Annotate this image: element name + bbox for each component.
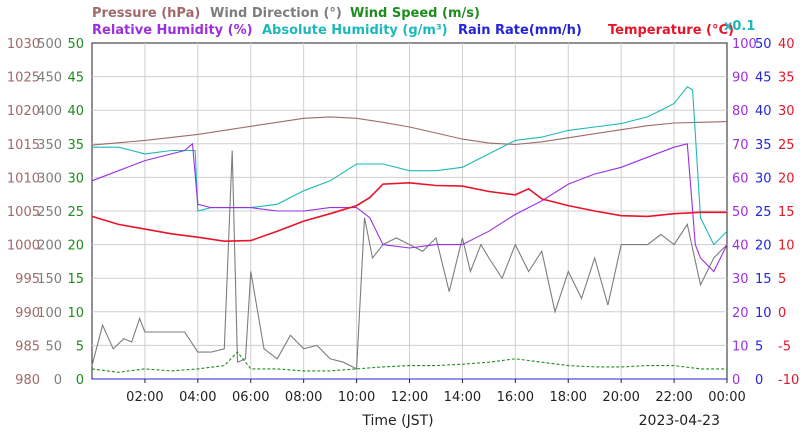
ytick-wind-direction: 450 bbox=[37, 71, 62, 86]
ytick-temperature: 0 bbox=[778, 306, 786, 321]
legend-item-0: Pressure (hPa) bbox=[92, 6, 200, 21]
legend-item-6: Temperature (°C) bbox=[608, 23, 734, 38]
ytick-wind-speed: 40 bbox=[67, 104, 84, 119]
ytick-wind-direction: 100 bbox=[37, 306, 62, 321]
legend: Pressure (hPa) Wind Direction (°) Wind Spe… bbox=[92, 6, 755, 38]
ytick-rain-rate: 35 bbox=[755, 138, 772, 153]
ytick-pressure: 980 bbox=[15, 373, 40, 388]
ytick-pressure: 995 bbox=[15, 272, 40, 287]
ytick-wind-direction: 50 bbox=[45, 339, 62, 354]
ytick-pressure: 1000 bbox=[7, 239, 40, 254]
legend-item-3: Relative Humidity (%) bbox=[92, 23, 253, 38]
legend-item-2: Wind Speed (m/s) bbox=[350, 6, 480, 21]
ytick-temperature: 15 bbox=[778, 205, 795, 220]
ytick-wind-speed: 10 bbox=[67, 306, 84, 321]
ytick-wind-speed: 20 bbox=[67, 239, 84, 254]
ytick-temperature: 25 bbox=[778, 138, 795, 153]
ytick-rain-rate: 50 bbox=[755, 37, 772, 52]
ytick-relative-humidity: 0 bbox=[732, 373, 740, 388]
ytick-wind-direction: 250 bbox=[37, 205, 62, 220]
xtick-label: 04:00 bbox=[179, 390, 216, 405]
ytick-wind-direction: 0 bbox=[54, 373, 62, 388]
ytick-wind-speed: 5 bbox=[76, 339, 84, 354]
ytick-temperature: 35 bbox=[778, 71, 795, 86]
ytick-pressure: 1025 bbox=[7, 71, 40, 86]
ytick-relative-humidity: 90 bbox=[732, 71, 749, 86]
ytick-pressure: 1005 bbox=[7, 205, 40, 220]
xtick-label: 20:00 bbox=[602, 390, 639, 405]
legend-item-1: Wind Direction (°) bbox=[210, 6, 342, 21]
ytick-wind-speed: 35 bbox=[67, 138, 84, 153]
xtick-label: 08:00 bbox=[285, 390, 322, 405]
legend-item-4: Absolute Humidity (g/m³) bbox=[262, 23, 448, 38]
series-absolute-humidity bbox=[92, 85, 728, 246]
ytick-wind-direction: 200 bbox=[37, 239, 62, 254]
xtick-label: 00:00 bbox=[708, 390, 745, 405]
ytick-temperature: -5 bbox=[778, 339, 791, 354]
ytick-temperature: 30 bbox=[778, 104, 795, 119]
series-pressure bbox=[91, 116, 728, 146]
date-label: 2023-04-23 bbox=[639, 413, 720, 429]
ytick-temperature: -10 bbox=[778, 373, 799, 388]
ytick-pressure: 1015 bbox=[7, 138, 40, 153]
xtick-label: 22:00 bbox=[655, 390, 692, 405]
series-relative-humidity bbox=[91, 142, 728, 273]
xtick-label: 16:00 bbox=[497, 390, 534, 405]
ytick-wind-direction: 500 bbox=[37, 37, 62, 52]
ytick-rain-rate: 10 bbox=[755, 306, 772, 321]
ytick-wind-speed: 30 bbox=[67, 171, 84, 186]
ytick-temperature: 40 bbox=[778, 37, 795, 52]
series-wind-speed bbox=[91, 351, 727, 373]
ytick-rain-rate: 40 bbox=[755, 104, 772, 119]
ytick-wind-direction: 400 bbox=[37, 104, 62, 119]
ytick-wind-speed: 0 bbox=[76, 373, 84, 388]
ytick-pressure: 1010 bbox=[7, 171, 40, 186]
ytick-rain-rate: 0 bbox=[755, 373, 763, 388]
legend-item-5: Rain Rate(mm/h) bbox=[458, 23, 582, 38]
ytick-relative-humidity: 80 bbox=[732, 104, 749, 119]
x-axis: 02:00 04:00 06:00 08:00 10:00 12:00 14:00 16:00… bbox=[126, 379, 746, 429]
ytick-temperature: 20 bbox=[778, 171, 795, 186]
ytick-relative-humidity: 40 bbox=[732, 239, 749, 254]
ytick-pressure: 985 bbox=[15, 339, 40, 354]
ytick-relative-humidity: 60 bbox=[732, 171, 749, 186]
ytick-wind-speed: 45 bbox=[67, 71, 84, 86]
ytick-relative-humidity: 50 bbox=[732, 205, 749, 220]
ytick-wind-direction: 150 bbox=[37, 272, 62, 287]
xtick-label: 18:00 bbox=[550, 390, 587, 405]
ytick-rain-rate: 30 bbox=[755, 171, 772, 186]
ytick-rain-rate: 45 bbox=[755, 71, 772, 86]
ytick-relative-humidity: 30 bbox=[732, 272, 749, 287]
ytick-rain-rate: 15 bbox=[755, 272, 772, 287]
ytick-wind-direction: 350 bbox=[37, 138, 62, 153]
ytick-relative-humidity: 100 bbox=[732, 37, 757, 52]
x-axis-label: Time (JST) bbox=[361, 413, 433, 429]
ytick-rain-rate: 5 bbox=[755, 339, 763, 354]
ytick-temperature: 5 bbox=[778, 272, 786, 287]
series-temperature bbox=[91, 181, 727, 243]
xtick-label: 10:00 bbox=[338, 390, 375, 405]
ytick-rain-rate: 25 bbox=[755, 205, 772, 220]
xtick-label: 12:00 bbox=[391, 390, 428, 405]
ytick-pressure: 990 bbox=[15, 306, 40, 321]
ytick-relative-humidity: 10 bbox=[732, 339, 749, 354]
ytick-wind-speed: 50 bbox=[67, 37, 84, 52]
ytick-pressure: 1030 bbox=[7, 37, 40, 52]
ytick-wind-speed: 15 bbox=[67, 272, 84, 287]
ytick-wind-direction: 300 bbox=[37, 171, 62, 186]
ytick-pressure: 1020 bbox=[7, 104, 40, 119]
ytick-wind-speed: 25 bbox=[67, 205, 84, 220]
y-axes: 9809859909951000100510101015102010251030… bbox=[7, 37, 799, 388]
ytick-rain-rate: 20 bbox=[755, 239, 772, 254]
ytick-relative-humidity: 20 bbox=[732, 306, 749, 321]
xtick-label: 06:00 bbox=[232, 390, 269, 405]
xtick-label: 02:00 bbox=[126, 390, 163, 405]
ytick-relative-humidity: 70 bbox=[732, 138, 749, 153]
ytick-temperature: 10 bbox=[778, 239, 795, 254]
abs-humidity-scale-note: x0.1 bbox=[724, 19, 755, 34]
xtick-label: 14:00 bbox=[444, 390, 481, 405]
